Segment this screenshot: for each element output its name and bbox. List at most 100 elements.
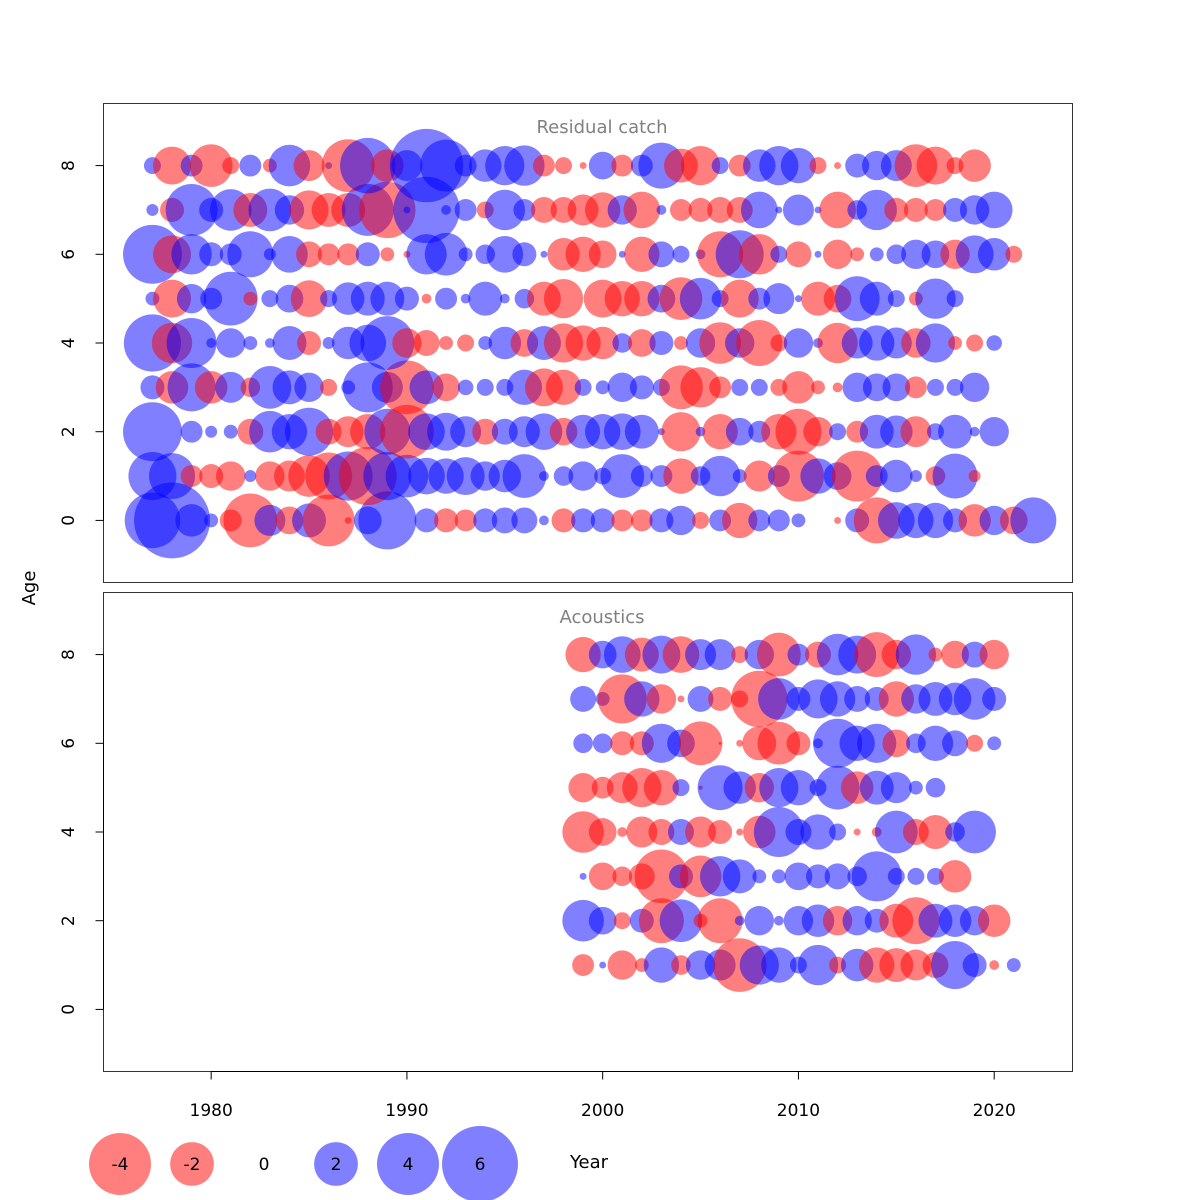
bubble-age7-2013 — [844, 685, 871, 712]
legend-bubble — [89, 1133, 151, 1195]
bubble-age3-2001 — [607, 372, 637, 403]
bubble-age0-1997 — [539, 515, 549, 526]
bubble-age4-1981 — [216, 328, 246, 358]
bubble-age7-2014 — [856, 189, 897, 231]
bubble-age5-1985 — [290, 280, 328, 317]
bubble-age1-2006 — [699, 455, 741, 497]
bubble-age5-1990 — [394, 286, 419, 311]
bubble-age3-2008 — [750, 378, 768, 396]
x-axis-label: Year — [569, 1152, 609, 1173]
bubble-age6-2000 — [588, 240, 617, 269]
y-tick-label: 0 — [59, 1004, 79, 1015]
y-tick-label: 2 — [59, 426, 79, 437]
bubble-age3-2011 — [806, 864, 831, 889]
bubble-age7-2003 — [646, 684, 677, 714]
bubble-age7-2020 — [975, 191, 1013, 229]
bubble-age5-1992 — [435, 287, 458, 310]
bubble-age3-1991 — [409, 370, 444, 405]
bubble-age3-2009 — [771, 869, 786, 884]
bubble-age8-2019 — [958, 149, 991, 182]
bubble-age1-2009 — [761, 947, 797, 983]
legend-bubble — [442, 1126, 518, 1200]
bubble-age6-2003 — [648, 241, 675, 268]
bubble-age3-2019 — [959, 372, 990, 403]
bubble-age4-2004 — [674, 336, 688, 350]
bubble-age2-2011 — [803, 417, 833, 447]
bubble-age3-2015 — [887, 867, 905, 885]
bubble-age8-2018 — [941, 640, 969, 669]
bubble-age1-2003 — [643, 947, 680, 983]
bubble-age1-1998 — [553, 466, 574, 486]
bubble-age3-2016 — [904, 376, 927, 399]
bubble-age6-2019 — [966, 734, 984, 752]
bubble-age6-1995 — [486, 235, 524, 273]
bubble-age4-2002 — [627, 329, 656, 357]
bubble-age6-1980 — [199, 242, 224, 267]
bubble-age1-1979 — [180, 465, 203, 488]
bubble-age8-1981 — [222, 157, 240, 175]
bubble-age4-2011 — [800, 814, 836, 850]
panel-bottom-bubbles — [562, 632, 1021, 992]
bubble-age0-1996 — [511, 507, 538, 534]
bubble-age3-2015 — [882, 373, 911, 402]
bubble-age5-2002 — [624, 280, 660, 317]
bubble-age8-1999 — [579, 162, 587, 170]
bubble-age7-2004 — [677, 695, 685, 703]
bubble-age1-1999 — [572, 954, 595, 977]
bubble-age1-1997 — [539, 471, 549, 481]
bubble-age3-2010 — [784, 862, 813, 891]
legend-bubble — [170, 1142, 214, 1186]
bubble-age6-2015 — [882, 729, 911, 758]
bubble-age2-2000 — [588, 906, 617, 935]
bubble-age5-2016 — [908, 780, 923, 795]
bubble-age4-1990 — [392, 328, 422, 358]
bubble-age8-2006 — [704, 639, 736, 671]
bubble-age6-2002 — [624, 236, 660, 272]
bubble-age2-1994 — [472, 418, 499, 445]
bubble-age2-2004 — [659, 899, 703, 943]
bubble-age0-1999 — [571, 508, 596, 533]
bubble-age3-2018 — [946, 378, 964, 396]
bubble-age7-2012 — [819, 681, 856, 717]
bubble-age8-2001 — [611, 154, 634, 177]
bubble-age0-2000 — [590, 508, 615, 533]
bubble-age7-2008 — [740, 191, 778, 229]
bubble-age4-1999 — [562, 811, 604, 853]
bubble-age7-2002 — [623, 191, 661, 229]
bubble-age3-1999 — [579, 872, 587, 880]
bubble-age3-2001 — [612, 866, 633, 887]
bubble-age3-2011 — [811, 380, 825, 395]
bubble-age7-2016 — [903, 197, 928, 222]
bubble-age0-1993 — [454, 509, 477, 532]
bubble-age0-1983 — [254, 504, 286, 536]
bubble-age5-1991 — [421, 293, 432, 304]
bubble-age2-2001 — [613, 912, 631, 930]
bubble-age2-2007 — [734, 915, 745, 926]
bubble-age1-2007 — [732, 469, 747, 483]
bubble-age6-1989 — [380, 247, 395, 262]
bubble-age3-2010 — [782, 371, 815, 404]
bubble-age6-1984 — [271, 235, 308, 273]
bubble-age2-1981 — [223, 424, 238, 439]
bubble-age1-1980 — [199, 464, 224, 489]
bubble-age8-1996 — [504, 145, 545, 186]
bubble-age6-1985 — [296, 241, 323, 268]
bubble-age2-2009 — [773, 915, 784, 926]
bubble-age2-2007 — [725, 417, 754, 446]
panel-top-title: Residual catch — [536, 117, 667, 138]
bubble-age6-2020 — [977, 238, 1011, 271]
bubble-age4-1986 — [322, 337, 335, 349]
bubble-age6-1993 — [458, 247, 473, 262]
y-tick-label: 8 — [59, 649, 79, 660]
bubble-age7-2010 — [782, 194, 814, 226]
bubble-age8-2017 — [928, 647, 943, 662]
bubble-age5-1993 — [460, 293, 471, 304]
x-axis: 1980 1990 2000 2010 2020 — [190, 1071, 1016, 1121]
bubble-age4-1993 — [457, 334, 475, 352]
bubble-age7-2012 — [819, 191, 856, 229]
bubble-age6-1992 — [424, 232, 468, 276]
bubble-age7-2020 — [982, 686, 1007, 711]
bubble-age1-2001 — [600, 454, 645, 498]
bubble-age8-2010 — [780, 147, 817, 184]
